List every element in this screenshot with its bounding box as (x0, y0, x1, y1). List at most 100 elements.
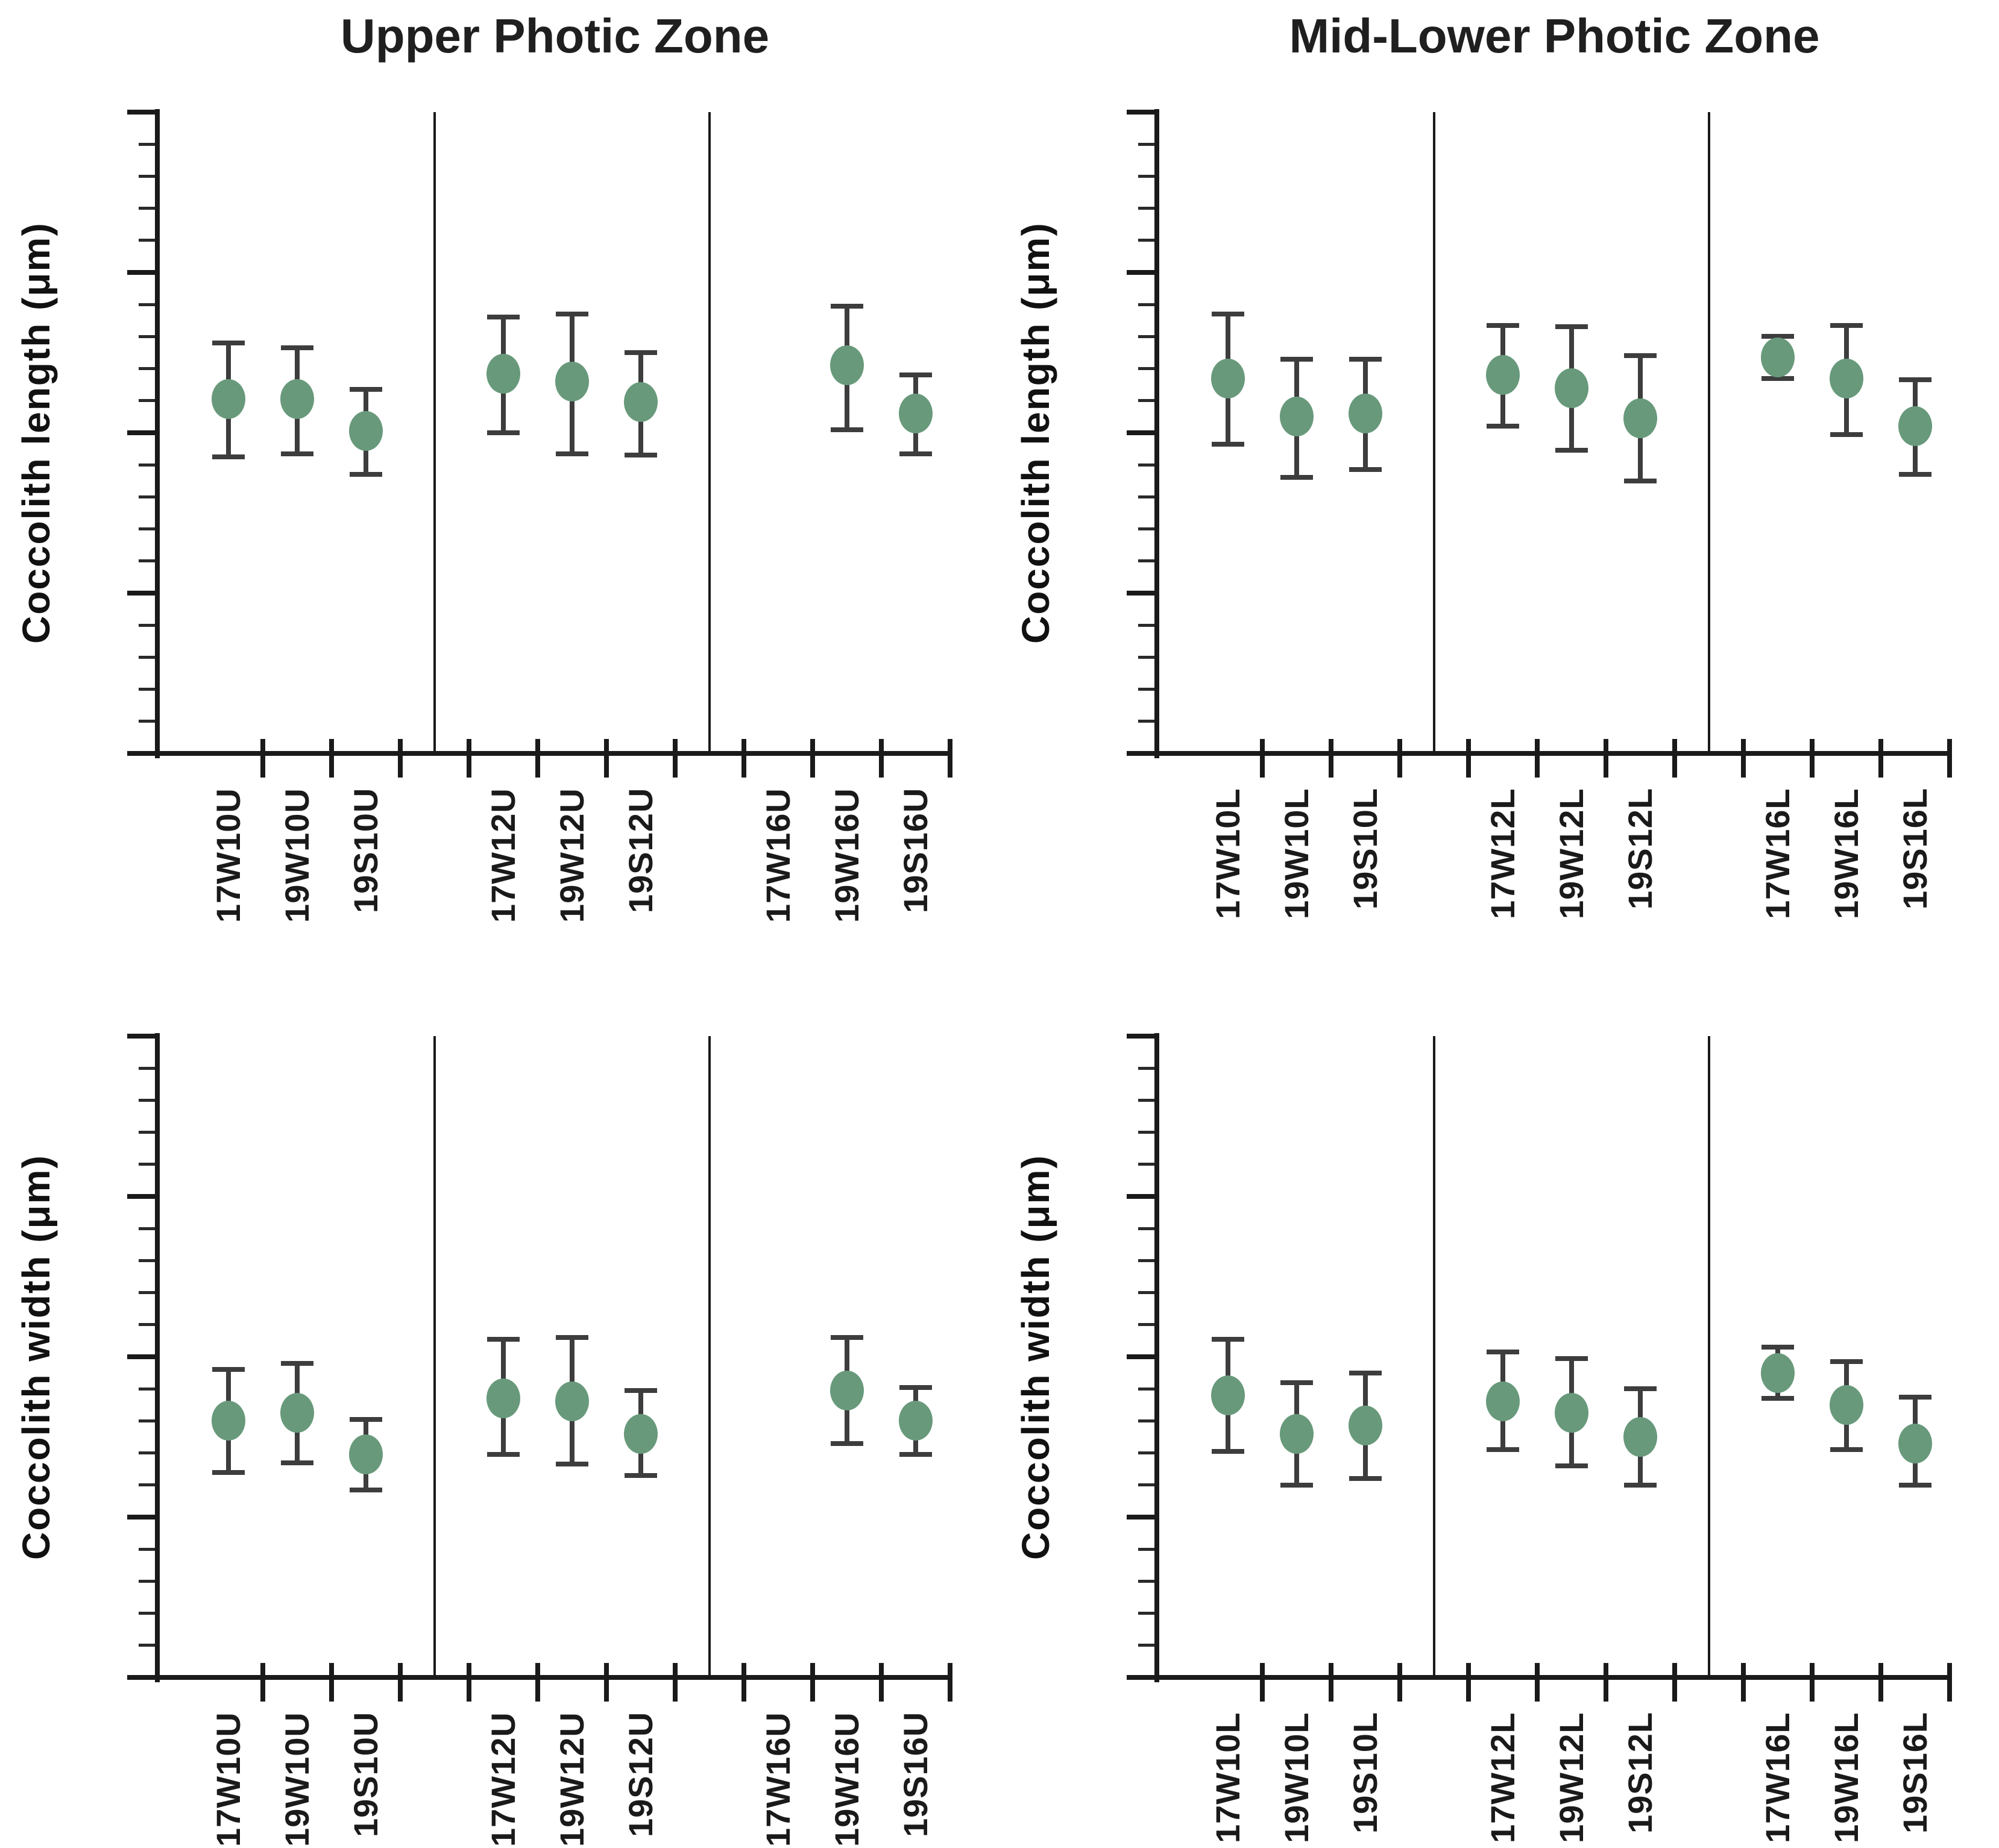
x-tick-label: 17W12U (484, 788, 522, 923)
x-tick (535, 739, 540, 778)
x-tick (260, 739, 265, 778)
y-major-tick (127, 1354, 155, 1359)
data-point-marker (212, 379, 245, 420)
y-minor-tick (1138, 463, 1154, 467)
error-bar-cap-top (1349, 1370, 1382, 1375)
y-axis (1154, 1033, 1159, 1682)
y-minor-tick (1138, 1227, 1154, 1230)
data-point-marker (349, 411, 383, 451)
error-bar-cap-top (831, 303, 863, 309)
x-tick (948, 739, 952, 778)
x-tick-label: 17W10L (1209, 1712, 1247, 1843)
x-tick (467, 1663, 471, 1702)
group-divider-line (1708, 1036, 1710, 1677)
x-tick (604, 1663, 609, 1702)
y-minor-tick (1138, 335, 1154, 338)
x-tick (329, 739, 334, 778)
x-tick (810, 739, 815, 778)
panel-width-midlower: Coccolith width (μm) 17W10L 19W10L 19S10L 1… (1000, 924, 1999, 1848)
y-tick-label (1021, 409, 1123, 457)
y-minor-tick (139, 1612, 155, 1615)
error-bar-cap-top (1487, 1350, 1519, 1355)
y-minor-tick (139, 207, 155, 210)
data-point-marker (1761, 337, 1795, 377)
y-minor-tick (139, 1579, 155, 1583)
error-bar-cap-bottom (556, 451, 588, 456)
y-minor-tick (1138, 174, 1154, 178)
x-tick-label: 19W12U (553, 1712, 591, 1847)
x-tick-label: 17W10L (1209, 788, 1247, 919)
x-tick-label: 19S12L (1621, 1711, 1659, 1834)
y-minor-tick (1138, 1419, 1154, 1422)
x-tick-label: 19W12L (1552, 1712, 1590, 1843)
x-tick-label: 19S16L (1896, 1711, 1934, 1834)
y-tick-label (1021, 248, 1123, 297)
group-divider-line (1433, 112, 1435, 753)
error-bar-cap-top (1280, 356, 1313, 362)
error-bar-cap-top (212, 1367, 245, 1372)
error-bar-cap-bottom (1212, 1448, 1244, 1454)
error-bar-cap-bottom (1487, 1447, 1519, 1453)
error-bar-cap-top (1761, 334, 1794, 339)
y-minor-tick (139, 239, 155, 242)
x-tick-label: 17W12L (1484, 1712, 1522, 1843)
x-tick (948, 1663, 952, 1702)
error-bar-cap-bottom (1761, 1396, 1794, 1401)
x-tick (741, 739, 746, 778)
x-tick-label: 19S12U (622, 1711, 660, 1837)
x-tick (1397, 739, 1402, 778)
error-bar-cap-bottom (625, 453, 657, 458)
data-point-marker (1830, 1384, 1863, 1425)
data-point-marker (349, 1435, 383, 1475)
data-point-marker (1486, 355, 1520, 395)
y-minor-tick (139, 399, 155, 403)
x-tick (1878, 739, 1883, 778)
data-point-marker (1211, 1375, 1245, 1415)
y-minor-tick (1138, 207, 1154, 210)
y-major-tick (127, 430, 155, 435)
error-bar-cap-top (556, 1335, 588, 1340)
error-bar-cap-top (1624, 1386, 1657, 1392)
x-tick (1947, 739, 1952, 778)
x-tick-label: 19W12U (553, 788, 591, 923)
y-minor-tick (1138, 1259, 1154, 1262)
x-tick-label: 19S10L (1346, 787, 1384, 910)
x-tick (1604, 739, 1608, 778)
y-minor-tick (1138, 239, 1154, 242)
x-tick-label: 17W16L (1758, 788, 1796, 919)
y-minor-tick (1138, 1323, 1154, 1327)
x-tick-label: 19S16L (1896, 787, 1934, 910)
error-bar-cap-top (1761, 1345, 1794, 1350)
error-bar-cap-bottom (212, 1469, 245, 1475)
group-divider-line (1433, 1036, 1435, 1677)
plot-area: 17W10U 19W10U 19S10U 17W12U 19W12U 19S12U 17W1… (0, 924, 1000, 1848)
error-bar-cap-top (281, 1360, 313, 1366)
error-bar-cap-bottom (899, 1452, 932, 1457)
x-tick-label: 19S10U (347, 1711, 385, 1837)
error-bar-cap-bottom (1624, 1482, 1657, 1488)
plot-area: 17W10L 19W10L 19S10L 17W12L 19W12L 19S12L 17W1… (1000, 924, 1999, 1848)
data-point-marker (1623, 1417, 1657, 1457)
y-minor-tick (139, 1451, 155, 1455)
y-tick-label (21, 1172, 124, 1221)
x-tick (398, 1663, 403, 1702)
y-tick-label (21, 248, 124, 297)
x-tick-label: 17W16U (759, 788, 797, 923)
y-tick-label (1021, 88, 1123, 136)
y-major-tick (1127, 1675, 1154, 1680)
x-tick (1741, 739, 1746, 778)
panel-title: Upper Photic Zone (340, 9, 770, 63)
data-point-marker (1898, 1423, 1932, 1463)
error-bar-cap-top (1830, 322, 1863, 328)
x-tick (535, 1663, 540, 1702)
x-tick-label: 19S10L (1346, 1711, 1384, 1834)
x-tick-label: 19W10L (1277, 1712, 1315, 1843)
error-bar-cap-bottom (350, 472, 382, 477)
x-tick (741, 1663, 746, 1702)
error-bar-cap-top (281, 345, 313, 351)
error-bar-cap-bottom (1280, 475, 1313, 480)
x-tick-label: 19W10U (278, 788, 316, 923)
x-tick-label: 19W16U (828, 1712, 866, 1847)
y-tick-label (21, 409, 124, 457)
y-minor-tick (1138, 1163, 1154, 1166)
